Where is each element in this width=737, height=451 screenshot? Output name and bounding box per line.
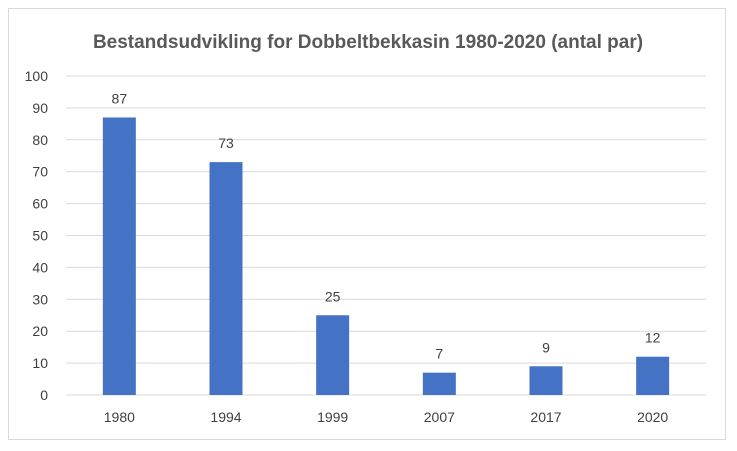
y-axis-ticks: 0 10 20 30 40 50 60 70 80 90 100 bbox=[25, 68, 49, 403]
x-tick-label-2017: 2017 bbox=[530, 409, 561, 425]
data-label-1994: 73 bbox=[218, 135, 234, 151]
data-label-1980: 87 bbox=[112, 90, 128, 106]
y-tick-label: 20 bbox=[32, 323, 48, 339]
y-tick-label: 30 bbox=[32, 291, 48, 307]
x-tick-label-1999: 1999 bbox=[317, 409, 348, 425]
bar-1980 bbox=[102, 117, 136, 395]
y-tick-label: 40 bbox=[32, 259, 48, 275]
x-tick-label-2007: 2007 bbox=[424, 409, 455, 425]
data-label-1999: 25 bbox=[325, 288, 341, 304]
gridlines bbox=[66, 75, 706, 396]
chart-title: Bestandsudvikling for Dobbeltbekkasin 19… bbox=[93, 32, 643, 53]
bar-1994 bbox=[209, 162, 243, 395]
data-label-2017: 9 bbox=[542, 339, 550, 355]
bar-2020 bbox=[636, 356, 670, 395]
bar-2007 bbox=[422, 372, 456, 395]
bar-1999 bbox=[316, 315, 350, 395]
bar-2017 bbox=[529, 366, 563, 395]
y-tick-label: 10 bbox=[32, 355, 48, 371]
x-tick-label-1980: 1980 bbox=[104, 409, 135, 425]
data-labels: 87 73 25 7 9 12 bbox=[112, 90, 661, 361]
y-tick-label: 60 bbox=[32, 196, 48, 212]
bars bbox=[102, 117, 670, 395]
data-label-2020: 12 bbox=[645, 330, 661, 346]
x-tick-label-2020: 2020 bbox=[637, 409, 668, 425]
y-tick-label: 80 bbox=[32, 132, 48, 148]
y-tick-label: 100 bbox=[25, 68, 49, 84]
y-tick-label: 90 bbox=[32, 100, 48, 116]
x-tick-label-1994: 1994 bbox=[210, 409, 241, 425]
y-tick-label: 50 bbox=[32, 228, 48, 244]
y-tick-label: 70 bbox=[32, 164, 48, 180]
x-axis-ticks: 1980 1994 1999 2007 2017 2020 bbox=[104, 409, 669, 425]
y-tick-label: 0 bbox=[40, 387, 48, 403]
data-label-2007: 7 bbox=[435, 346, 443, 362]
